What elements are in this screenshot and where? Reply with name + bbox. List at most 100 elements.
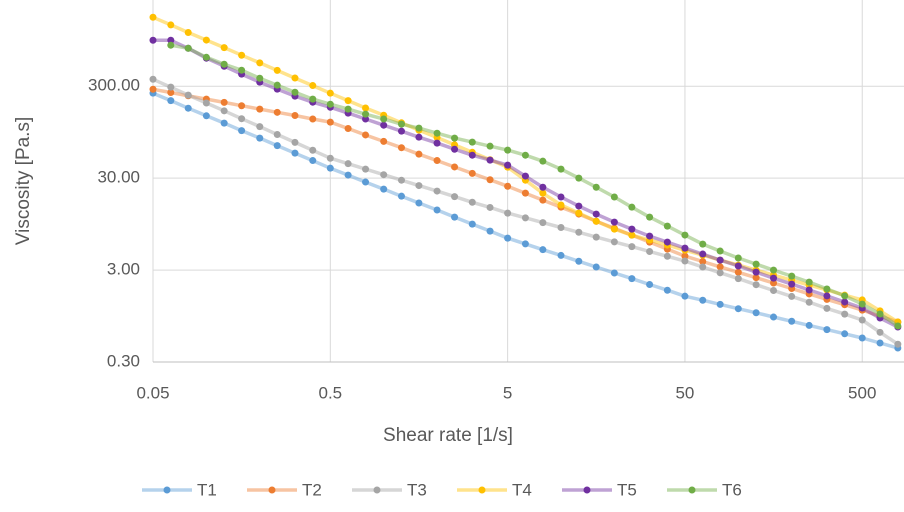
data-point: [557, 201, 565, 209]
data-point: [433, 206, 441, 214]
data-point: [557, 165, 565, 173]
data-point: [752, 268, 760, 276]
data-point: [858, 316, 866, 324]
data-point: [646, 281, 654, 289]
data-point: [575, 174, 583, 182]
data-point: [380, 171, 388, 179]
data-point: [415, 182, 423, 190]
legend-label: T4: [512, 480, 532, 499]
data-point: [486, 203, 494, 211]
data-point: [273, 131, 281, 139]
data-point: [486, 156, 494, 164]
data-point: [468, 169, 476, 177]
data-point: [575, 228, 583, 236]
data-point: [521, 189, 529, 197]
data-point: [823, 304, 831, 312]
data-point: [238, 127, 246, 135]
data-point: [486, 142, 494, 150]
legend-marker: [478, 486, 486, 494]
data-point: [238, 102, 246, 110]
data-point: [167, 36, 175, 44]
data-point: [876, 310, 884, 318]
data-point: [858, 300, 866, 308]
data-point: [575, 257, 583, 265]
x-tick-label: 50: [675, 383, 694, 402]
data-point: [326, 118, 334, 126]
data-point: [539, 246, 547, 254]
data-point: [433, 129, 441, 137]
data-point: [681, 244, 689, 252]
data-point: [397, 144, 405, 152]
data-point: [220, 98, 228, 106]
y-axis-label: Viscosity [Pa.s]: [13, 117, 34, 245]
legend-label: T5: [617, 480, 637, 499]
data-point: [734, 262, 742, 270]
data-point: [805, 321, 813, 329]
data-point: [415, 133, 423, 141]
data-point: [362, 165, 370, 173]
data-point: [557, 251, 565, 259]
data-point: [716, 300, 724, 308]
data-point: [220, 60, 228, 68]
data-point: [770, 266, 778, 274]
data-point: [486, 227, 494, 235]
data-point: [539, 157, 547, 165]
data-point: [309, 82, 317, 90]
data-point: [894, 322, 902, 330]
data-point: [788, 280, 796, 288]
x-tick-label: 0.5: [318, 383, 342, 402]
data-point: [805, 278, 813, 286]
data-point: [344, 97, 352, 105]
data-point: [805, 298, 813, 306]
data-point: [256, 105, 264, 113]
y-tick-label: 0.30: [107, 351, 140, 370]
data-point: [256, 74, 264, 82]
data-point: [734, 254, 742, 262]
data-point: [592, 263, 600, 271]
data-point: [504, 209, 512, 217]
data-point: [344, 125, 352, 133]
data-point: [184, 28, 192, 36]
data-point: [805, 286, 813, 294]
data-point: [699, 296, 707, 304]
data-point: [716, 269, 724, 277]
data-point: [823, 292, 831, 300]
data-point: [681, 231, 689, 239]
data-point: [380, 121, 388, 129]
data-point: [716, 263, 724, 271]
data-point: [397, 120, 405, 128]
series-line: [152, 77, 899, 346]
data-point: [362, 178, 370, 186]
data-point: [699, 250, 707, 258]
data-point: [167, 83, 175, 91]
data-point: [451, 213, 459, 221]
data-point: [273, 66, 281, 74]
data-point: [202, 112, 210, 120]
data-point: [309, 115, 317, 123]
legend-marker: [688, 486, 696, 494]
data-point: [273, 142, 281, 150]
data-point: [380, 185, 388, 193]
data-point: [415, 199, 423, 207]
data-point: [592, 210, 600, 218]
data-point: [468, 138, 476, 146]
data-point: [238, 51, 246, 59]
data-point: [167, 89, 175, 97]
x-tick-label: 0.05: [136, 383, 169, 402]
data-point: [167, 21, 175, 29]
data-point: [451, 134, 459, 142]
data-point: [238, 66, 246, 74]
data-point: [451, 163, 459, 171]
data-point: [610, 269, 618, 277]
data-point: [273, 108, 281, 116]
data-point: [238, 115, 246, 123]
data-point: [220, 119, 228, 127]
data-point: [397, 176, 405, 184]
data-point: [628, 243, 636, 251]
data-point: [752, 281, 760, 289]
data-point: [770, 279, 778, 287]
data-point: [149, 85, 157, 93]
data-point: [202, 53, 210, 61]
x-tick-label: 5: [503, 383, 512, 402]
data-point: [344, 105, 352, 113]
